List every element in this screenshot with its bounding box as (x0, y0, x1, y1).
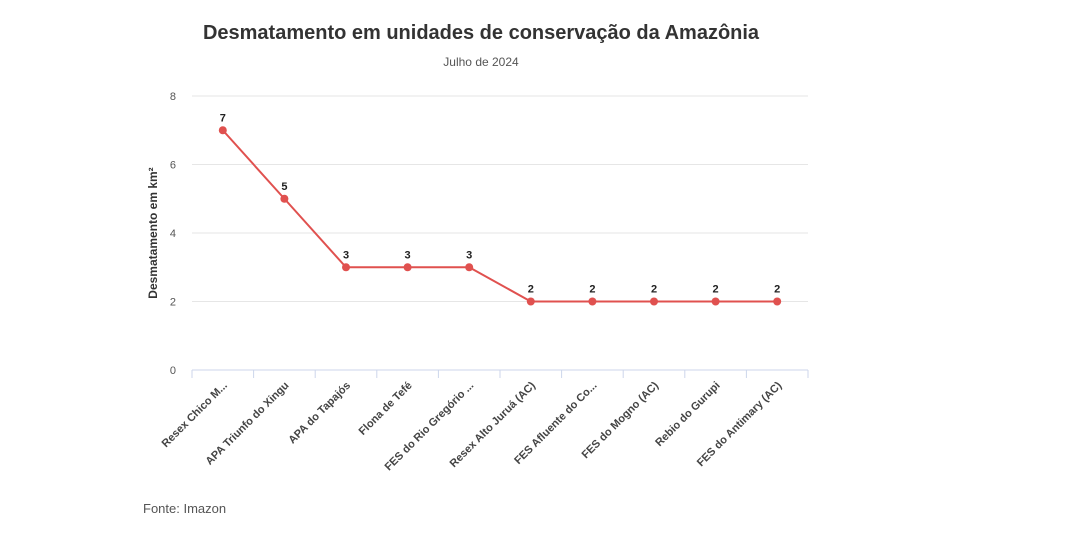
x-tick-label: Flona de Tefé (357, 380, 415, 438)
data-label: 2 (713, 284, 719, 296)
data-label: 3 (343, 249, 349, 261)
data-label: 2 (651, 284, 657, 296)
y-tick-label: 0 (170, 365, 176, 377)
chart-subtitle: Julho de 2024 (443, 55, 519, 69)
y-axis-label: Desmatamento em km² (146, 167, 160, 298)
y-tick-label: 2 (170, 297, 176, 309)
data-point (342, 263, 350, 272)
y-tick-label: 4 (170, 228, 176, 240)
data-points (218, 126, 782, 306)
data-label: 2 (774, 284, 780, 296)
data-label: 5 (281, 181, 287, 193)
y-axis-ticks: 0 2 4 6 8 (170, 91, 176, 377)
data-label: 2 (589, 284, 595, 296)
y-tick-label: 6 (170, 160, 176, 172)
data-point (218, 126, 227, 135)
chart-title: Desmatamento em unidades de conservação … (202, 22, 760, 44)
data-labels: 7 5 3 3 3 2 2 2 2 2 (220, 112, 781, 295)
y-tick-label: 8 (170, 91, 176, 103)
data-point (711, 297, 720, 306)
data-point (588, 297, 597, 306)
data-point (773, 297, 782, 306)
data-point (465, 263, 474, 272)
data-label: 3 (405, 249, 411, 261)
data-label: 7 (220, 112, 226, 124)
x-tick-label: Rebio do Gurupi (653, 380, 722, 449)
data-label: 2 (528, 284, 534, 296)
data-point (280, 194, 289, 203)
x-tick-label: APA do Tapajós (286, 380, 353, 447)
source-note: Fonte: Imazon (143, 501, 227, 516)
x-axis-ticks: Resex Chico M...APA Triunfo do XinguAPA … (160, 370, 809, 473)
data-point (526, 297, 535, 306)
x-tick-label: Resex Chico M... (160, 380, 230, 450)
series-line (222, 129, 778, 303)
data-label: 3 (466, 249, 472, 261)
data-point (650, 297, 658, 306)
data-point (403, 263, 412, 272)
